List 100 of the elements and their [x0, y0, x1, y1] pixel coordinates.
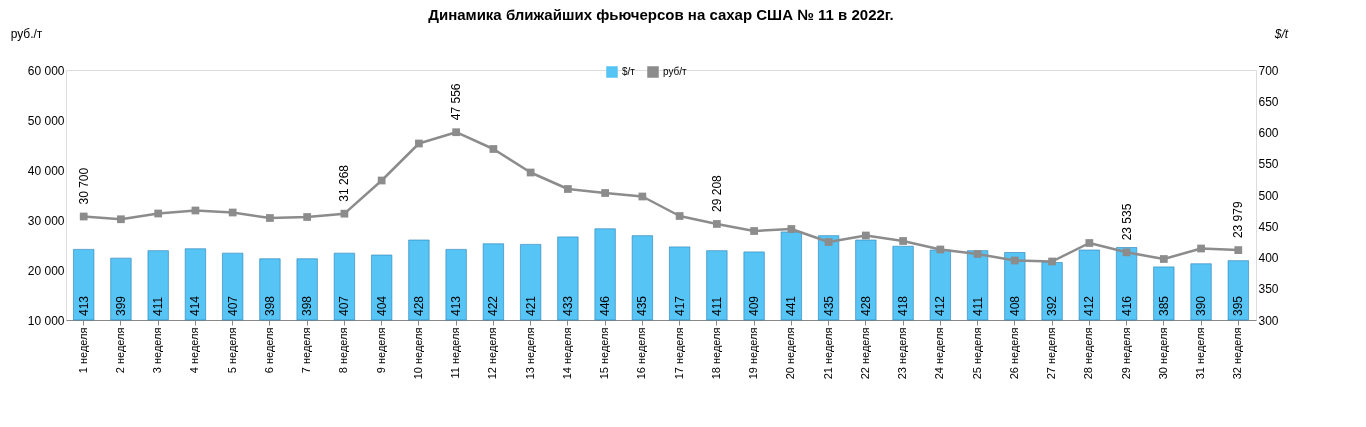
x-tick-label: 9 неделя [374, 327, 387, 374]
data-label: 421 [523, 295, 538, 316]
y-tick-label: 10 000 [27, 313, 65, 328]
x-tick-label: 2 неделя [113, 327, 126, 374]
point [973, 250, 982, 258]
data-label: 411 [709, 296, 724, 316]
x-tick-label: 13 неделя [523, 327, 536, 380]
data-label: 414 [188, 295, 203, 316]
y2-tick-label: 350 [1258, 282, 1279, 297]
data-label: 407 [337, 295, 352, 316]
x-tick-label: 31 неделя [1194, 327, 1207, 380]
x-tick-label: 12 неделя [486, 327, 499, 380]
y-axis-title: руб./т [10, 26, 43, 41]
x-tick-label: 28 неделя [1082, 327, 1095, 380]
data-label: 435 [821, 295, 836, 316]
point [340, 209, 349, 218]
x-tick-label: 32 неделя [1231, 327, 1244, 380]
x-tick-label: 11 неделя [449, 327, 462, 379]
point [266, 214, 274, 222]
data-label: 29 208 [709, 174, 724, 212]
y-tick-label: 30 000 [27, 213, 65, 228]
point [1197, 244, 1205, 253]
data-label: 412 [933, 295, 948, 316]
x-tick-label: 23 неделя [896, 327, 909, 380]
point [303, 213, 312, 221]
x-tick-label: 1 неделя [76, 327, 89, 374]
data-label: 404 [374, 295, 389, 316]
x-tick-label: 8 неделя [337, 327, 350, 374]
point [899, 237, 907, 245]
data-label: 416 [1119, 295, 1134, 316]
data-label: 385 [1156, 295, 1171, 316]
data-label: 418 [896, 295, 911, 316]
point [675, 212, 684, 220]
point [415, 139, 423, 148]
chart-title: Динамика ближайших фьючерсов на сахар США № 11 в 2022г. [428, 6, 894, 23]
data-label: 408 [1007, 295, 1022, 316]
point [1010, 256, 1019, 265]
x-tick-label: 24 неделя [933, 327, 946, 380]
y2-tick-label: 500 [1258, 188, 1279, 203]
point [824, 238, 833, 246]
point [489, 145, 498, 153]
data-label: 23 979 [1231, 201, 1246, 239]
y2-tick-label: 550 [1258, 157, 1279, 172]
x-tick-label: 30 неделя [1156, 327, 1169, 380]
point [79, 212, 88, 221]
data-label: 390 [1194, 295, 1209, 316]
x-tick-label: 19 неделя [747, 327, 760, 380]
y-tick-label: 60 000 [27, 63, 65, 78]
point [1159, 255, 1168, 263]
data-label: 413 [449, 295, 464, 316]
point [564, 185, 572, 193]
x-tick-label: 10 неделя [411, 327, 424, 380]
data-label: 422 [486, 295, 501, 316]
data-label: 407 [225, 295, 240, 316]
data-label: 31 268 [337, 164, 352, 202]
point [750, 227, 758, 235]
x-tick-label: 3 неделя [151, 327, 164, 374]
y2-tick-label: 400 [1258, 251, 1279, 265]
data-label: 446 [598, 295, 613, 316]
data-label: 30 700 [76, 167, 91, 205]
x-tick-label: 15 неделя [598, 327, 611, 380]
x-tick-label: 25 неделя [970, 327, 983, 380]
point [452, 128, 461, 137]
point [228, 208, 237, 217]
x-tick-label: 6 неделя [262, 327, 275, 374]
data-label: 413 [76, 295, 91, 316]
data-label: 395 [1231, 295, 1246, 316]
x-tick-label: 17 неделя [672, 327, 685, 380]
point [377, 176, 386, 185]
data-label: 398 [262, 295, 277, 316]
y-tick-label: 50 000 [27, 113, 65, 128]
point [1234, 246, 1243, 254]
point [713, 220, 721, 228]
point [861, 231, 870, 240]
point [1122, 248, 1131, 257]
data-label: 428 [411, 295, 426, 316]
data-label: 23 535 [1119, 203, 1134, 241]
x-tick-label: 14 неделя [560, 327, 573, 380]
point [601, 189, 609, 197]
x-tick-label: 5 неделя [225, 327, 238, 374]
data-label: 409 [747, 295, 762, 316]
legend-label: $/т [622, 66, 636, 77]
point [1048, 257, 1056, 266]
data-label: 411 [970, 296, 985, 316]
x-tick-label: 22 неделя [858, 327, 871, 380]
y-tick-label: 40 000 [27, 163, 65, 178]
x-tick-label: 26 неделя [1007, 327, 1020, 380]
point [154, 209, 163, 218]
point [117, 215, 125, 224]
data-label: 428 [858, 295, 873, 316]
data-label: 433 [560, 295, 575, 316]
data-label: 435 [635, 295, 650, 316]
y2-tick-label: 300 [1258, 313, 1279, 328]
data-label: 411 [151, 296, 166, 316]
y2-tick-label: 450 [1258, 219, 1279, 234]
data-label: 398 [300, 295, 315, 316]
y2-tick-label: 700 [1258, 63, 1279, 78]
point [526, 168, 535, 177]
x-tick-label: 27 неделя [1045, 327, 1058, 380]
x-tick-label: 4 неделя [188, 327, 201, 374]
